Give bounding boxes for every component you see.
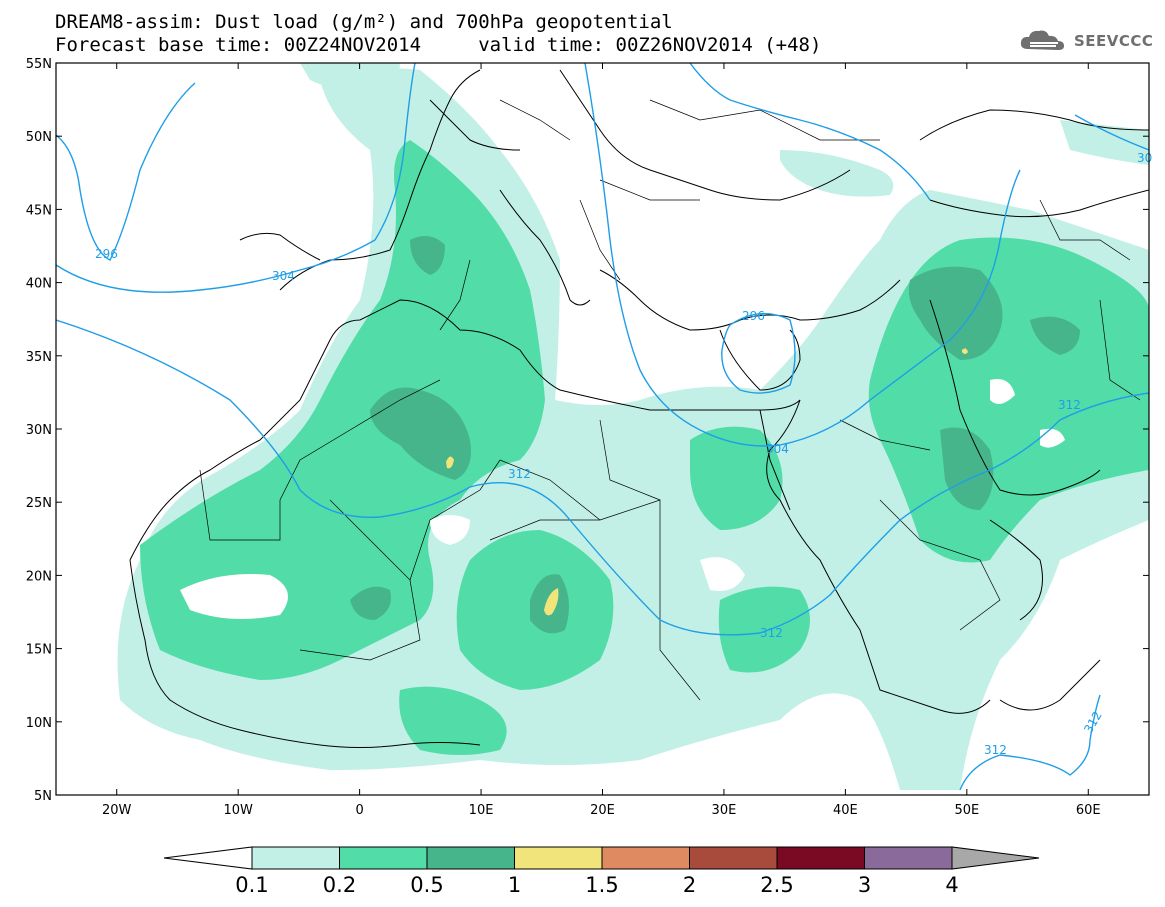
contour-label: 296 <box>95 247 118 261</box>
seevccc-logo: SEEVCCC <box>1018 26 1153 56</box>
colorbar-over-triangle <box>951 846 1040 870</box>
country-borders <box>199 99 1141 701</box>
coastlines-borders <box>129 69 1149 748</box>
colorbar-label: 3 <box>858 873 871 897</box>
colorbar-label: 0.2 <box>323 873 356 897</box>
contour-label: 312 <box>1058 398 1081 412</box>
contour-label: 30 <box>1137 151 1152 165</box>
colorbar: 0.1 0.2 0.5 1 1.5 2 2.5 3 4 <box>163 846 1040 897</box>
contour-label: 304 <box>766 442 789 456</box>
colorbar-label: 4 <box>945 873 958 897</box>
lat-tick-label: 25N <box>26 496 52 511</box>
contour-labels: 296 304 296 304 312 312 312 312 312 30 <box>95 151 1152 757</box>
contour-label: 312 <box>1081 709 1105 736</box>
logo-text: SEEVCCC <box>1074 32 1154 50</box>
lat-tick-label: 35N <box>26 350 52 365</box>
lat-tick-label: 30N <box>26 423 52 438</box>
colorbar-box <box>689 846 778 870</box>
contour-label: 312 <box>508 467 531 481</box>
colorbar-box <box>864 846 953 870</box>
lat-tick-label: 15N <box>26 643 52 658</box>
colorbar-box <box>776 846 865 870</box>
lat-tick-label: 40N <box>26 277 52 292</box>
lat-tick-label: 10N <box>26 716 52 731</box>
lat-tick-label: 20N <box>26 569 52 584</box>
colorbar-box <box>601 846 690 870</box>
lat-tick-label: 50N <box>26 130 52 145</box>
lon-tick-label: 30E <box>712 803 737 818</box>
lon-tick-label: 20W <box>102 803 132 818</box>
map-title: DREAM8-assim: Dust load (g/m²) and 700hP… <box>55 11 673 33</box>
dust-level-1 <box>446 348 968 616</box>
lon-tick-label: 60E <box>1076 803 1101 818</box>
lon-tick-label: 0 <box>355 803 363 818</box>
geopotential-contours <box>56 63 1149 791</box>
lat-tick-label: 45N <box>26 203 52 218</box>
lat-tick-label: 5N <box>34 789 52 804</box>
contour-label: 304 <box>272 269 295 283</box>
colorbar-label: 1 <box>508 873 521 897</box>
colorbar-label: 1.5 <box>585 873 618 897</box>
colorbar-label: 2 <box>683 873 696 897</box>
colorbar-label: 0.5 <box>410 873 443 897</box>
map-subtitle: Forecast base time: 00Z24NOV2014 valid t… <box>55 34 822 56</box>
colorbar-under-triangle <box>163 846 253 870</box>
lon-tick-label: 10E <box>469 803 494 818</box>
latitude-axis: 5N 10N 15N 20N 25N 30N 35N 40N 45N 50N 55N <box>26 57 1149 804</box>
colorbar-box <box>251 846 340 870</box>
lat-tick-label: 55N <box>26 57 52 72</box>
contour-label: 312 <box>760 626 783 640</box>
lon-tick-label: 20E <box>590 803 615 818</box>
lon-tick-label: 10W <box>223 803 253 818</box>
colorbar-label: 0.1 <box>235 873 268 897</box>
colorbar-box <box>426 846 515 870</box>
contour-label: 312 <box>984 743 1007 757</box>
colorbar-label: 2.5 <box>760 873 793 897</box>
cloud-icon <box>1020 30 1064 50</box>
longitude-axis: 20W 10W 0 10E 20E 30E 40E 50E 60E <box>102 63 1101 818</box>
colorbar-box <box>339 846 428 870</box>
lon-tick-label: 50E <box>954 803 979 818</box>
dust-level-0.5 <box>350 236 1080 634</box>
contour-label: 296 <box>742 309 765 323</box>
lon-tick-label: 40E <box>833 803 858 818</box>
dust-shading <box>117 63 1149 791</box>
colorbar-box <box>514 846 603 870</box>
